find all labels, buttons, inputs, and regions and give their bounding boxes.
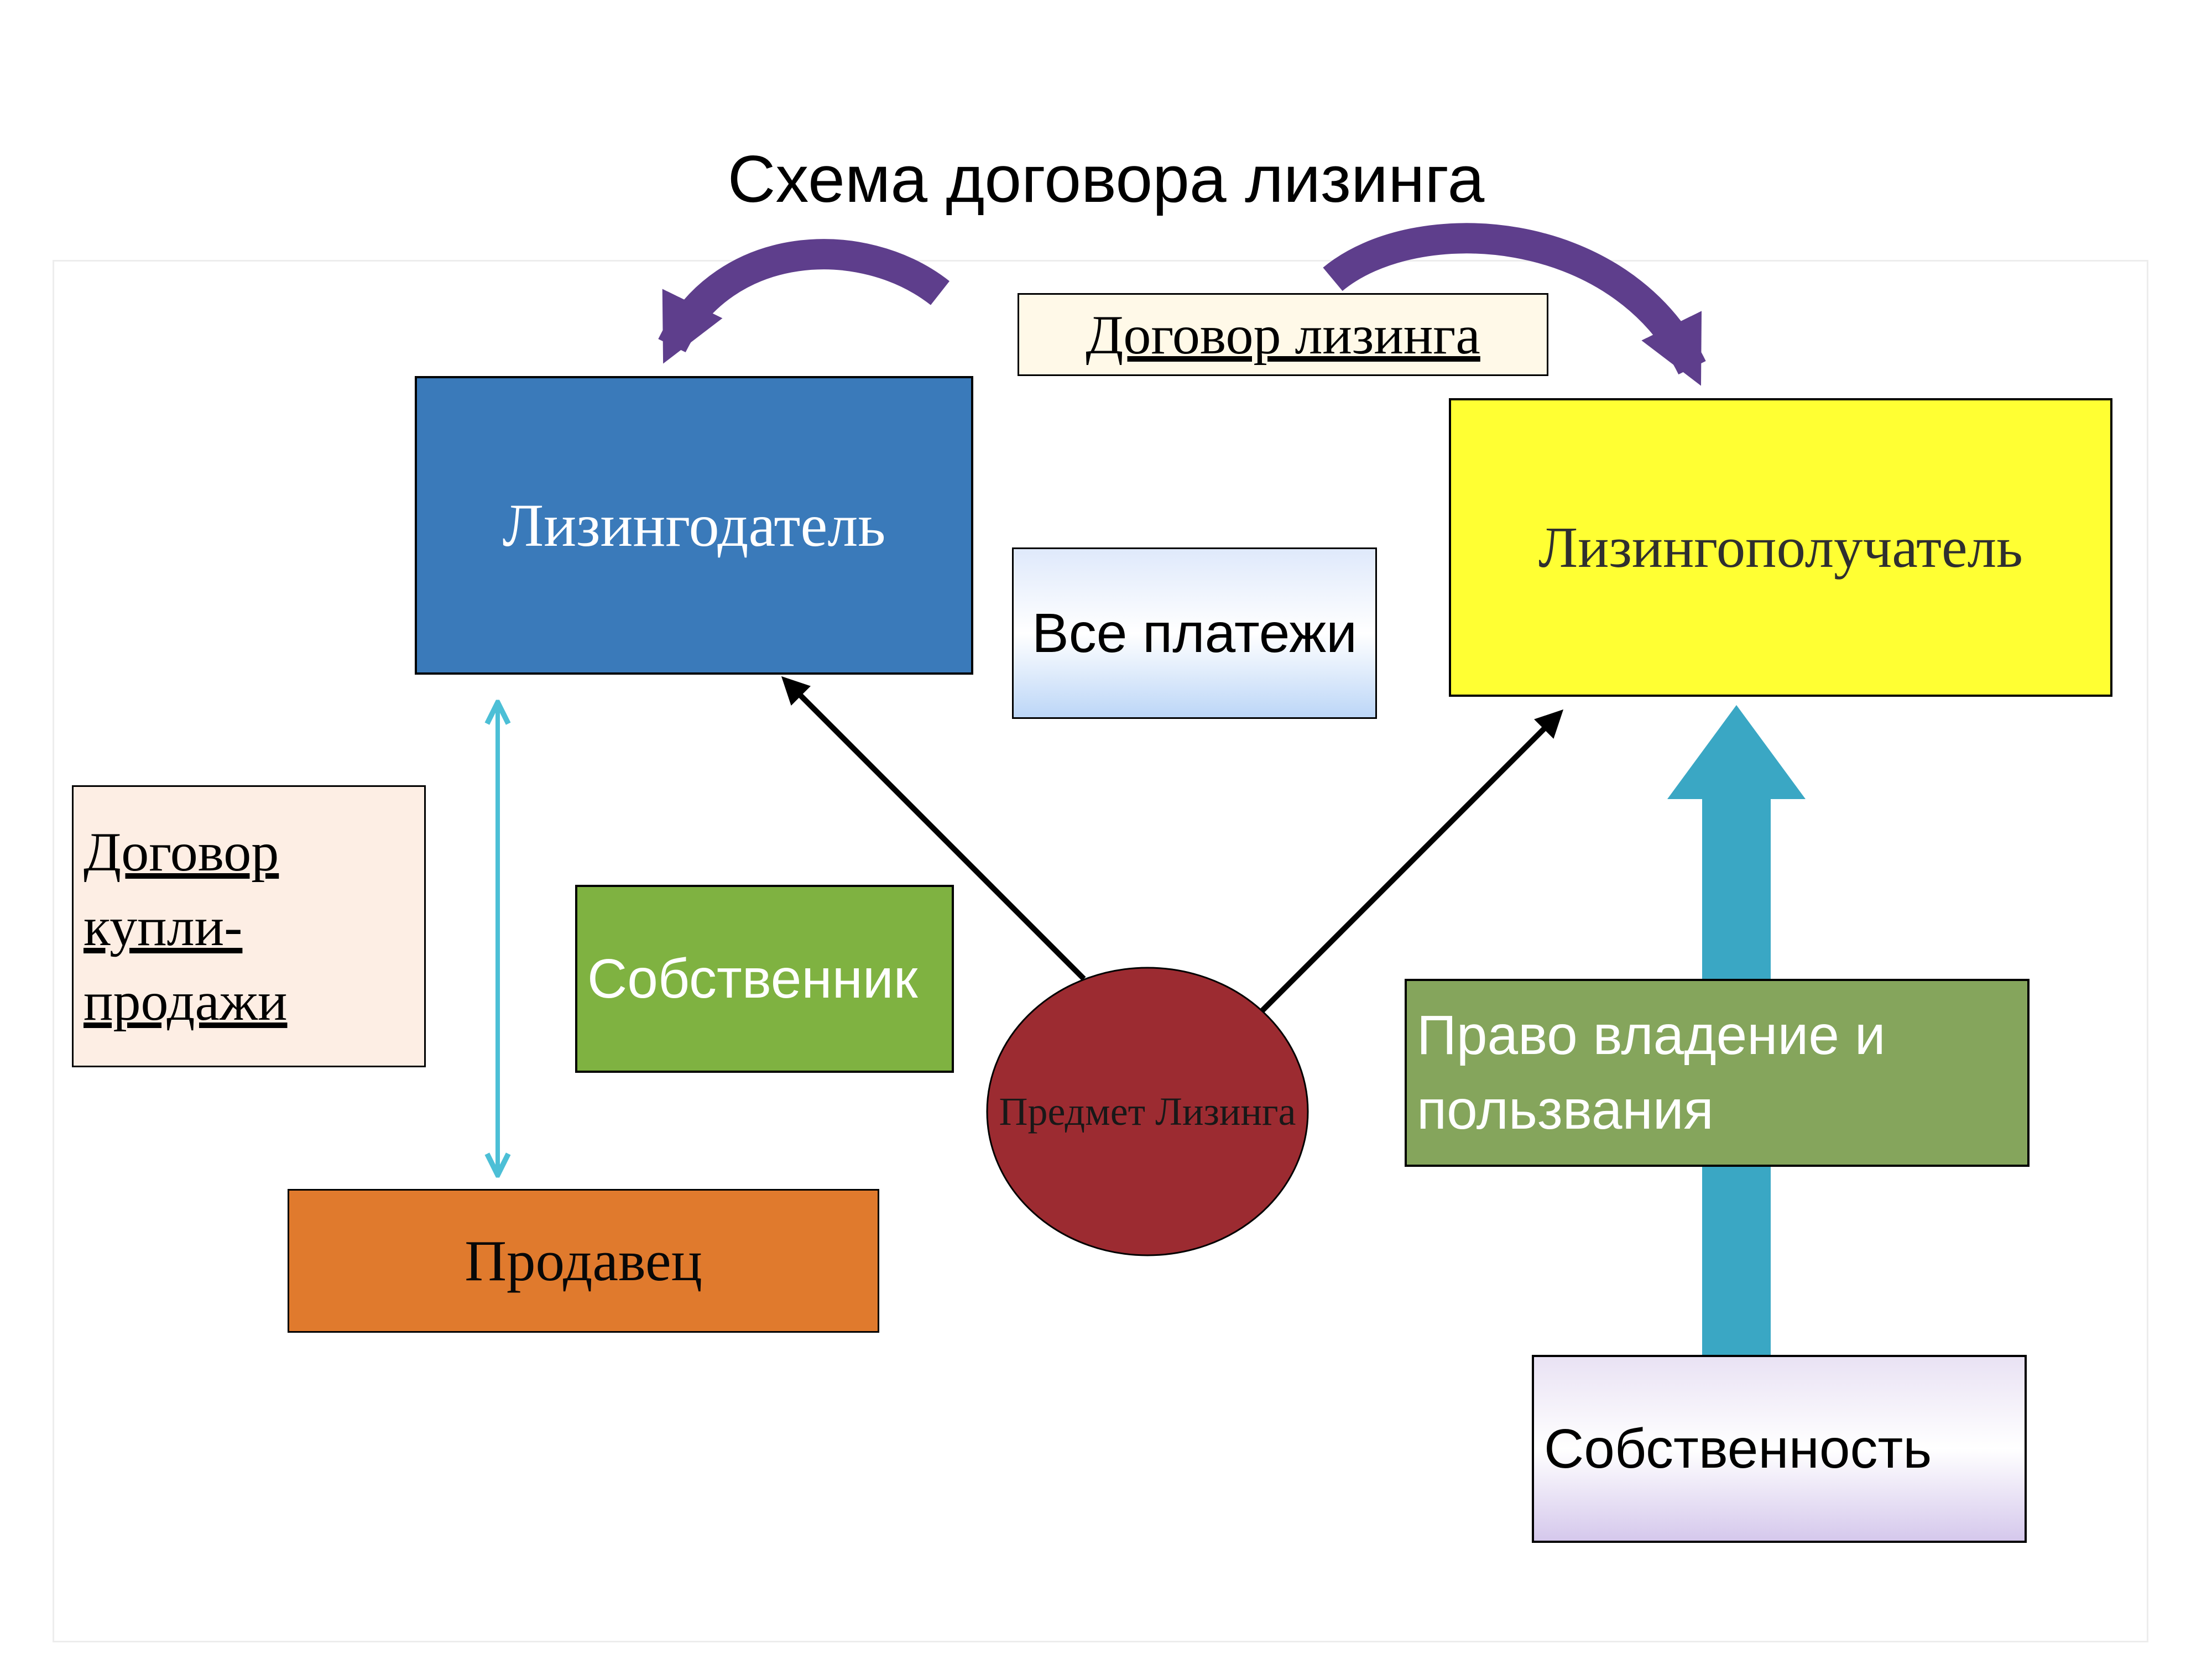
node-seller: Продавец bbox=[288, 1189, 879, 1333]
label-contract-leasing: Договор лизинга bbox=[1019, 298, 1547, 372]
node-ownership: Собственность bbox=[1532, 1355, 2027, 1543]
node-contract-leasing: Договор лизинга bbox=[1018, 293, 1548, 376]
label-owner: Собственник bbox=[577, 942, 952, 1016]
diagram-stage: Схема договора лизинга bbox=[0, 0, 2212, 1659]
label-ownership: Собственность bbox=[1534, 1412, 2025, 1486]
label-right-use: Право владение и пользвания bbox=[1407, 998, 2027, 1147]
label-lessee: Лизингополучатель bbox=[1451, 508, 2110, 587]
node-owner: Собственник bbox=[575, 885, 954, 1073]
node-lessor: Лизингодатель bbox=[415, 376, 973, 675]
node-lessee: Лизингополучатель bbox=[1449, 398, 2112, 697]
node-subject-label: Предмет Лизинга bbox=[987, 968, 1308, 1255]
label-seller: Продавец bbox=[289, 1222, 878, 1300]
arc-left bbox=[672, 254, 940, 346]
label-subject: Предмет Лизинга bbox=[987, 1087, 1308, 1136]
label-lessor: Лизингодатель bbox=[417, 484, 971, 567]
node-payments: Все платежи bbox=[1012, 547, 1377, 719]
label-payments: Все платежи bbox=[1014, 596, 1375, 671]
edge-subject-to-lessee bbox=[1261, 713, 1559, 1012]
node-contract-sale: Договор купли-продажи bbox=[72, 785, 426, 1067]
node-right-use: Право владение и пользвания bbox=[1405, 979, 2030, 1167]
label-contract-sale: Договор купли-продажи bbox=[74, 815, 424, 1039]
